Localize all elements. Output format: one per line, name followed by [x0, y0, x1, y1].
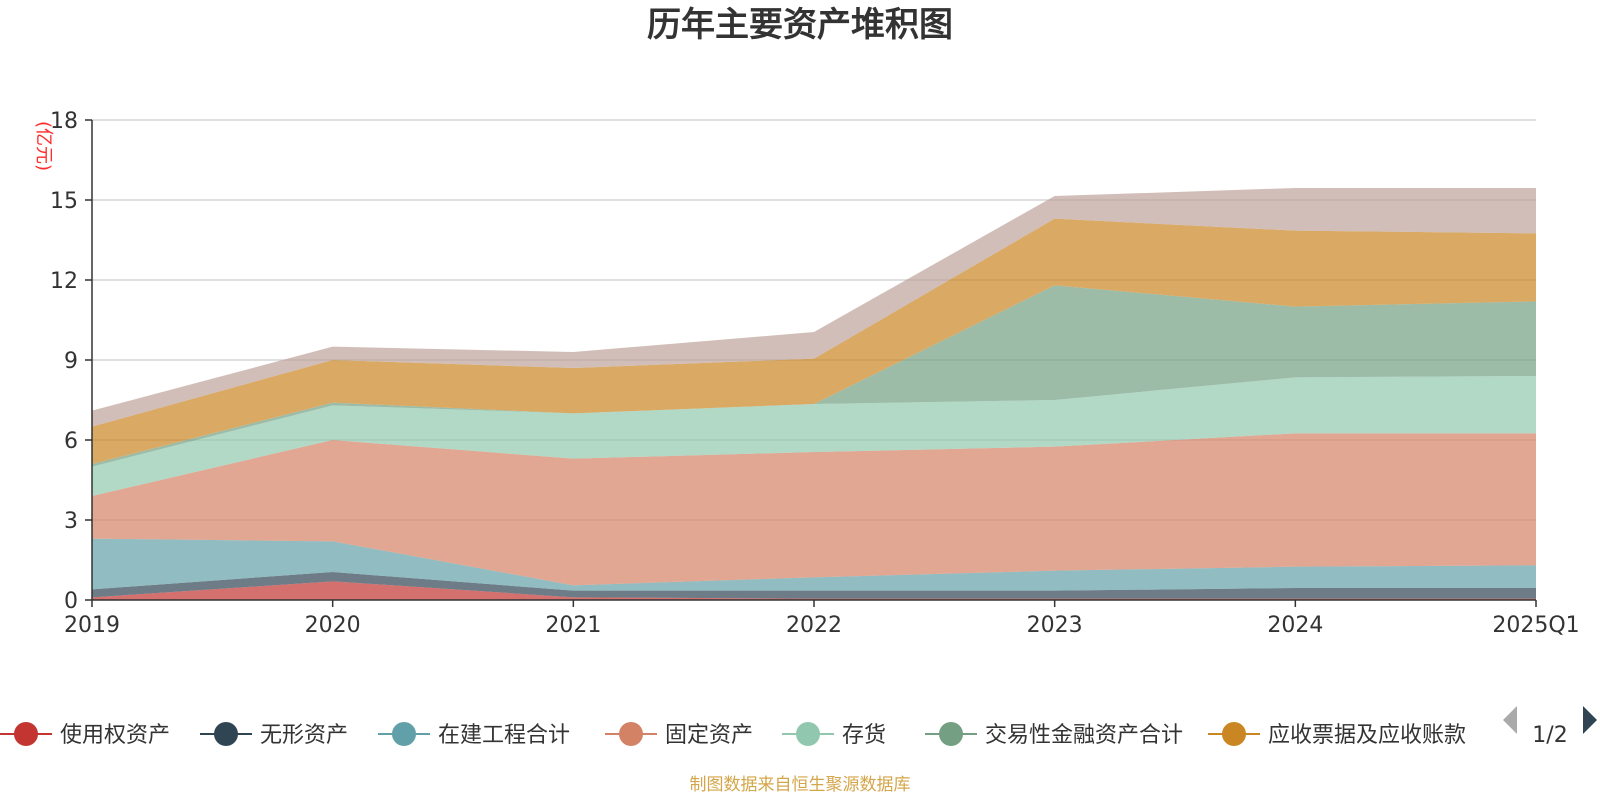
legend-item[interactable]: 在建工程合计	[378, 722, 570, 748]
legend-marker-icon	[796, 722, 820, 746]
x-tick-label: 2023	[1027, 613, 1083, 638]
legend-item[interactable]: 应收票据及应收账款	[1208, 722, 1466, 748]
legend-label: 无形资产	[260, 723, 348, 748]
area-series-1	[92, 581, 1536, 600]
x-tick-label: 2019	[64, 613, 120, 638]
x-tick-label: 2025Q1	[1492, 613, 1579, 638]
y-tick-label: 18	[50, 109, 78, 134]
y-tick-label: 6	[64, 429, 78, 454]
legend-marker-icon	[392, 722, 416, 746]
legend-marker-icon	[14, 722, 38, 746]
legend-label: 固定资产	[665, 723, 753, 748]
area-series-8	[92, 188, 1536, 427]
legend-item[interactable]: 使用权资产	[0, 722, 170, 748]
legend-label: 存货	[842, 723, 886, 748]
legend-marker-icon	[619, 722, 643, 746]
y-tick-label: 3	[64, 509, 78, 534]
next-page-icon[interactable]	[1583, 706, 1597, 734]
legend-marker-icon	[1222, 722, 1246, 746]
y-tick-label: 15	[50, 189, 78, 214]
x-tick-label: 2022	[786, 613, 842, 638]
legend-item[interactable]: 存货	[782, 722, 886, 748]
legend-label: 在建工程合计	[438, 723, 570, 748]
x-tick-label: 2024	[1267, 613, 1323, 638]
area-series-6	[92, 285, 1536, 467]
legend-item[interactable]: 交易性金融资产合计	[925, 722, 1183, 748]
data-source-note: 制图数据来自恒生聚源数据库	[690, 775, 911, 795]
area-series-4	[92, 433, 1536, 586]
tick-labels: 0 3 6 9 12 15 18 2019 2020 2021 2022 2023 2024 2025Q1	[50, 109, 1580, 638]
legend-marker-icon	[939, 722, 963, 746]
area-series-5	[92, 376, 1536, 496]
legend-label: 应收票据及应收账款	[1268, 723, 1466, 748]
legend-marker-icon	[214, 722, 238, 746]
y-tick-label: 0	[64, 589, 78, 614]
legend-item[interactable]: 无形资产	[200, 722, 348, 748]
x-tick-label: 2020	[305, 613, 361, 638]
area-series-2	[92, 572, 1536, 599]
legend-item[interactable]: 固定资产	[605, 722, 753, 748]
area-series-3	[92, 538, 1536, 591]
legend[interactable]: 使用权资产 无形资产 在建工程合计 固定资产 存货 交易性金融资产合计 应收票据及应收账款	[0, 722, 1466, 748]
legend-page-indicator: 1/2	[1532, 723, 1567, 748]
y-tick-label: 12	[50, 269, 78, 294]
chart-title: 历年主要资产堆积图	[647, 5, 953, 45]
area-series-7	[92, 218, 1536, 464]
x-tick-label: 2021	[545, 613, 601, 638]
legend-label: 使用权资产	[60, 723, 170, 748]
y-tick-label: 9	[64, 349, 78, 374]
y-axis-unit: (亿元)	[33, 121, 54, 171]
area-series	[92, 188, 1536, 600]
legend-label: 交易性金融资产合计	[985, 723, 1183, 748]
legend-pager[interactable]: 1/2	[1503, 706, 1597, 748]
prev-page-icon[interactable]	[1503, 706, 1517, 734]
